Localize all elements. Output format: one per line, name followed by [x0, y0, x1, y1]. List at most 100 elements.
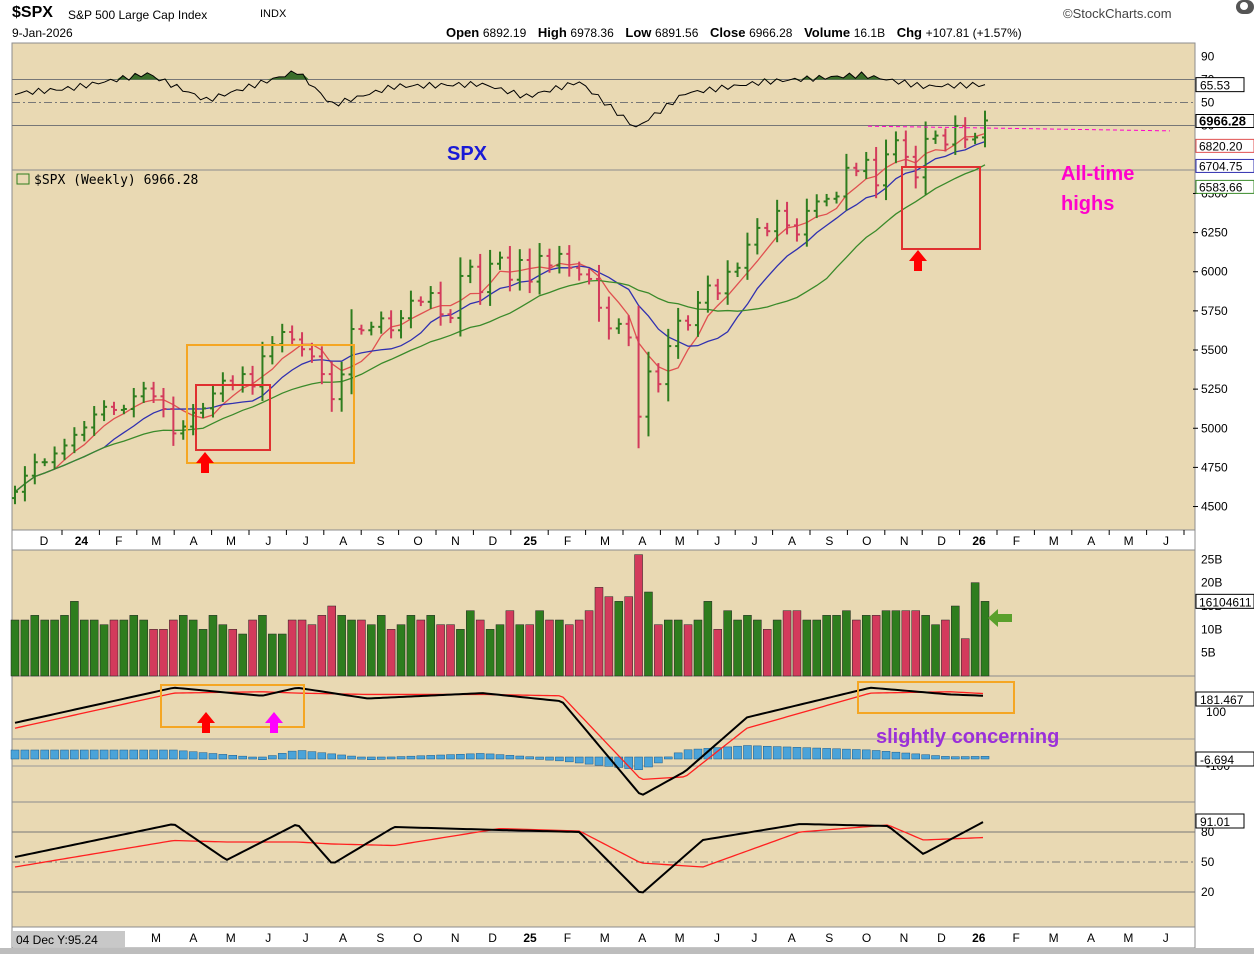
volume-bar [594, 587, 604, 677]
ppo-histogram-bar [317, 752, 327, 760]
date-tick-label: D [40, 534, 49, 548]
volume-bar [10, 619, 20, 677]
ppo-histogram-bar [60, 749, 69, 760]
volume-bar [466, 610, 475, 677]
volume-bar [268, 633, 277, 677]
ppo-histogram-bar [713, 747, 723, 760]
volume-bar [792, 610, 802, 677]
price-right-value-box [1195, 158, 1254, 173]
volume-bar [337, 615, 346, 677]
close-label: Close [710, 25, 746, 40]
volume-bar [327, 605, 336, 677]
volume-bar [861, 615, 871, 677]
volume-bar [931, 624, 940, 677]
bottom-date-tick-label: J [265, 931, 271, 945]
ppo-histogram-bar [485, 753, 495, 760]
date-tick-label: O [862, 534, 871, 548]
ppo-histogram-bar [495, 754, 505, 760]
volume-bar [881, 610, 891, 677]
bottom-date-tick-label: F [1013, 931, 1020, 945]
ppo-value-box [1195, 751, 1254, 767]
volume-bar [871, 615, 881, 677]
rsi-value-box [1195, 77, 1245, 93]
red-up-arrow [196, 452, 214, 473]
ppo-histogram-bar [911, 753, 920, 760]
ppo-histogram-bar [70, 749, 79, 760]
volume-bar [683, 624, 693, 677]
date-tick-label: S [825, 534, 833, 548]
ppo-histogram-bar [119, 749, 129, 760]
volume-bar [169, 619, 178, 677]
date-tick-label: O [413, 534, 422, 548]
volume-bar [535, 610, 544, 677]
ppo-histogram-bar [673, 752, 683, 760]
ppo-histogram-bar [436, 754, 445, 760]
price-tick-label: 5750 [1201, 304, 1228, 318]
date-axis-strip [11, 529, 1196, 551]
ppo-histogram-bar [545, 756, 554, 761]
ppo-histogram-bar [871, 750, 881, 760]
ppo-histogram-bar [664, 756, 673, 760]
high-label: High [537, 25, 567, 40]
volume-bar [644, 591, 653, 677]
brand-link[interactable]: ©StockCharts.com [1063, 6, 1172, 21]
ppo-histogram-bar [594, 756, 604, 766]
volume-bar [70, 601, 79, 677]
volume-bar [832, 615, 841, 677]
ppo-histogram-bar [782, 746, 792, 760]
price-legend: $SPX (Weekly) 6966.28 [34, 173, 198, 188]
red-highlight-box [195, 384, 271, 451]
panel-stoch-bg [11, 801, 1196, 928]
ppo-histogram-bar [832, 748, 841, 760]
bottom-scrollbar[interactable] [0, 948, 1254, 954]
volume-bar [208, 615, 218, 677]
volume-bar [396, 624, 406, 677]
bottom-date-tick-label: A [638, 931, 646, 945]
price-tick-label: 4750 [1201, 460, 1228, 474]
stoch-value-label: 91.01 [1200, 815, 1230, 829]
bottom-date-tick-label: D [937, 931, 946, 945]
chart-symbol: $SPX [12, 4, 53, 21]
ppo-histogram-bar [960, 756, 970, 760]
crosshair-readout: 04 Dec Y:95.24 [16, 933, 98, 947]
volume-bar [970, 582, 980, 677]
green-left-arrow [988, 609, 1012, 627]
volume-bar [109, 619, 119, 677]
stoch-signal-line [14, 824, 984, 868]
price-tick-label: 6250 [1201, 226, 1228, 240]
volume-bar [357, 619, 366, 677]
ppo-histogram-bar [762, 745, 772, 760]
ppo-histogram-bar [327, 753, 336, 760]
bottom-date-tick-label: M [226, 931, 236, 945]
rsi-tick-label: 90 [1201, 50, 1215, 64]
ppo-histogram-bar [535, 756, 544, 760]
date-tick-label: M [226, 534, 236, 548]
date-tick-label: A [1087, 534, 1095, 548]
ppo-tick-label: 100 [1206, 705, 1226, 719]
all-time-highs-callout: All-time [1061, 163, 1134, 185]
crosshair-readout-bg [13, 931, 125, 947]
price-right-value-label: 6820.20 [1199, 139, 1243, 153]
bottom-date-tick-label: M [1049, 931, 1059, 945]
volume-bar [723, 610, 732, 677]
volume-bar [317, 615, 327, 677]
settings-gear-icon[interactable] [1236, 0, 1254, 14]
bottom-date-tick-label: A [1087, 931, 1095, 945]
bottom-date-tick-label: M [600, 931, 610, 945]
bottom-date-tick-label: J [1163, 931, 1169, 945]
chg-value: +107.81 (+1.57%) [925, 26, 1022, 40]
volume-bar [188, 619, 198, 677]
chg-label: Chg [896, 25, 922, 40]
bottom-date-tick-label: J [303, 931, 309, 945]
volume-bar [40, 619, 49, 677]
rsi-value-label: 65.53 [1200, 79, 1230, 93]
volume-bar [921, 615, 930, 677]
ppo-histogram-bar [921, 754, 930, 760]
ppo-histogram-bar [198, 752, 208, 760]
volume-value-label: 16104611 [1199, 595, 1252, 609]
price-tick-label: 4500 [1201, 500, 1228, 514]
bottom-date-tick-label: O [862, 931, 871, 945]
ma-mid-line [14, 141, 986, 493]
volume-bar [436, 624, 445, 677]
